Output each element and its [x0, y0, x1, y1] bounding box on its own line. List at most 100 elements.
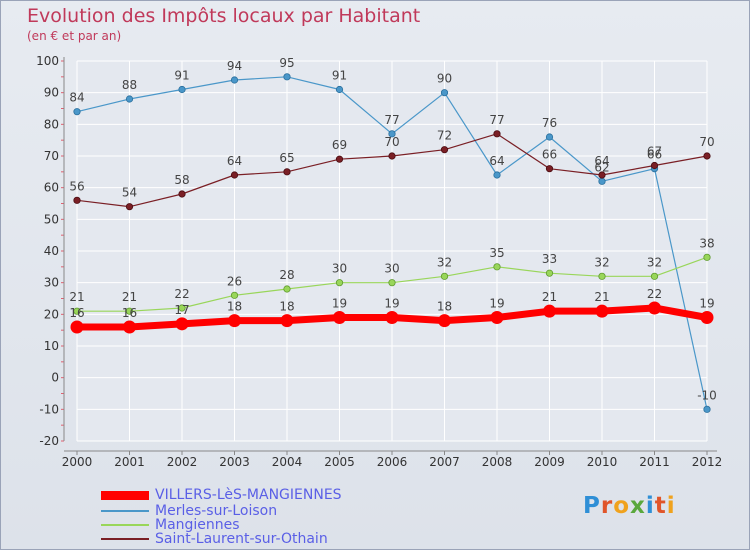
data-point-villers-l-s-mangiennes: [333, 311, 346, 324]
data-point-villers-l-s-mangiennes: [228, 314, 241, 328]
data-label-saint-laurent-sur-othain: 69: [332, 138, 347, 152]
data-label-saint-laurent-sur-othain: 67: [647, 145, 662, 159]
data-label-merles-sur-loison: 64: [489, 154, 504, 168]
data-point-merles-sur-loison: [125, 95, 134, 103]
y-tick-label: 60: [44, 181, 59, 195]
data-point-mangiennes: [703, 253, 711, 261]
data-label-villers-l-s-mangiennes: 19: [384, 297, 399, 311]
x-tick-label: 2010: [587, 455, 618, 469]
data-point-saint-laurent-sur-othain: [230, 171, 239, 179]
data-label-merles-sur-loison: 94: [227, 59, 242, 73]
data-point-saint-laurent-sur-othain: [703, 152, 711, 160]
x-tick-label: 2000: [62, 455, 93, 469]
data-point-merles-sur-loison: [388, 130, 396, 138]
data-label-saint-laurent-sur-othain: 70: [699, 135, 714, 149]
logo-letter: i: [645, 493, 655, 519]
data-label-villers-l-s-mangiennes: 16: [122, 306, 137, 320]
data-label-villers-l-s-mangiennes: 22: [647, 287, 662, 301]
data-label-mangiennes: 22: [174, 287, 189, 301]
data-point-mangiennes: [230, 291, 239, 299]
data-label-merles-sur-loison: 91: [332, 69, 347, 83]
x-tick-label: 2011: [639, 455, 670, 469]
data-label-saint-laurent-sur-othain: 58: [174, 173, 189, 187]
data-label-merles-sur-loison: 76: [542, 116, 557, 130]
data-label-saint-laurent-sur-othain: 54: [122, 186, 137, 200]
data-point-villers-l-s-mangiennes: [175, 317, 189, 331]
data-label-saint-laurent-sur-othain: 64: [227, 154, 242, 168]
y-tick-label: 30: [44, 276, 59, 290]
data-point-saint-laurent-sur-othain: [493, 130, 501, 138]
data-point-villers-l-s-mangiennes: [70, 320, 84, 334]
data-label-mangiennes: 38: [699, 236, 714, 250]
data-point-merles-sur-loison: [335, 85, 344, 94]
logo-letter: x: [630, 493, 646, 519]
data-point-villers-l-s-mangiennes: [648, 301, 661, 315]
data-point-villers-l-s-mangiennes: [385, 311, 399, 324]
logo-letter: t: [654, 493, 667, 519]
data-label-saint-laurent-sur-othain: 56: [69, 179, 84, 193]
logo-letter: o: [613, 493, 631, 519]
data-label-mangiennes: 30: [384, 262, 399, 276]
data-point-merles-sur-loison: [73, 108, 81, 116]
chart-subtitle: (en € et par an): [27, 29, 122, 43]
data-label-merles-sur-loison: 88: [122, 78, 137, 92]
y-tick-label: 70: [44, 149, 59, 163]
data-point-mangiennes: [388, 279, 396, 287]
data-point-saint-laurent-sur-othain: [545, 165, 554, 173]
data-point-villers-l-s-mangiennes: [595, 304, 609, 318]
data-point-saint-laurent-sur-othain: [125, 203, 134, 211]
data-point-villers-l-s-mangiennes: [438, 314, 451, 328]
y-tick-label: 90: [44, 86, 59, 100]
data-label-merles-sur-loison: 95: [279, 56, 294, 70]
data-label-villers-l-s-mangiennes: 19: [489, 297, 504, 311]
data-point-saint-laurent-sur-othain: [283, 168, 291, 176]
data-point-villers-l-s-mangiennes: [543, 304, 556, 318]
y-tick-label: -10: [39, 402, 59, 416]
data-label-villers-l-s-mangiennes: 18: [227, 300, 242, 314]
proxiti-logo: Proxiti: [583, 493, 676, 519]
data-label-villers-l-s-mangiennes: 18: [279, 300, 294, 314]
data-label-mangiennes: 21: [122, 290, 137, 304]
data-label-merles-sur-loison: 66: [647, 148, 662, 162]
data-point-villers-l-s-mangiennes: [700, 311, 714, 324]
data-point-villers-l-s-mangiennes: [490, 311, 504, 324]
data-label-merles-sur-loison: 90: [437, 72, 452, 86]
legend-label-mangiennes: Mangiennes: [155, 517, 240, 533]
x-tick-label: 2012: [692, 455, 723, 469]
x-tick-label: 2003: [219, 455, 250, 469]
y-tick-label: 80: [44, 117, 59, 131]
data-point-mangiennes: [440, 272, 449, 280]
data-point-mangiennes: [283, 285, 291, 293]
legend-item-merles: Merles-sur-Loison: [101, 503, 277, 519]
x-tick-label: 2006: [377, 455, 408, 469]
x-tick-label: 2005: [324, 455, 355, 469]
data-label-saint-laurent-sur-othain: 65: [279, 151, 294, 165]
data-label-villers-l-s-mangiennes: 18: [437, 300, 452, 314]
data-label-merles-sur-loison: 84: [69, 91, 84, 105]
data-label-mangiennes: 28: [279, 268, 294, 282]
data-label-villers-l-s-mangiennes: 16: [69, 306, 84, 320]
x-tick-label: 2008: [482, 455, 513, 469]
logo-letter: i: [666, 493, 676, 519]
legend-item-saint-laurent: Saint-Laurent-sur-Othain: [101, 531, 328, 547]
data-point-saint-laurent-sur-othain: [178, 190, 186, 198]
data-point-villers-l-s-mangiennes: [123, 320, 136, 334]
y-tick-label: 50: [44, 212, 59, 226]
data-point-villers-l-s-mangiennes: [280, 314, 294, 328]
data-label-merles-sur-loison: 91: [174, 69, 189, 83]
data-label-mangiennes: 30: [332, 262, 347, 276]
chart-title: Evolution des Impôts locaux par Habitant: [27, 5, 421, 27]
data-label-mangiennes: 33: [542, 252, 557, 266]
legend-swatch-saint-laurent: [101, 538, 149, 540]
data-label-mangiennes: 21: [69, 290, 84, 304]
data-label-saint-laurent-sur-othain: 72: [437, 129, 452, 143]
data-label-mangiennes: 35: [489, 246, 504, 260]
y-tick-label: 10: [44, 339, 59, 353]
data-label-saint-laurent-sur-othain: 66: [542, 148, 557, 162]
data-point-mangiennes: [125, 307, 134, 315]
legend-swatch-villers: [101, 490, 149, 500]
data-point-mangiennes: [650, 272, 659, 280]
y-tick-label: 100: [36, 54, 59, 68]
